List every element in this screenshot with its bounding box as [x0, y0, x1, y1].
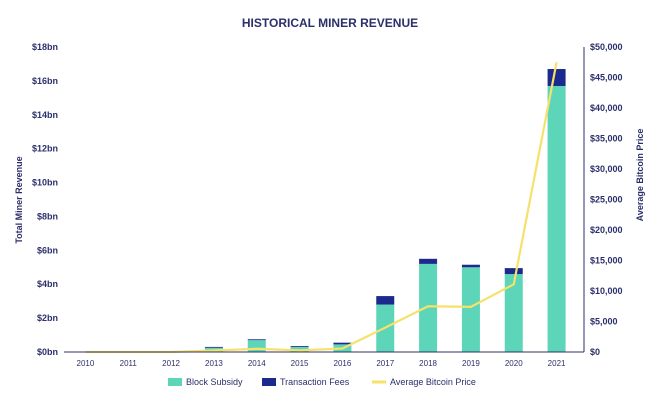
- y2-tick-label: $10,000: [590, 286, 623, 296]
- x-tick-label: 2013: [205, 359, 223, 368]
- bar-block-subsidy: [247, 340, 266, 352]
- x-tick-label: 2010: [77, 359, 95, 368]
- bar-transaction-fees: [419, 258, 438, 264]
- x-tick-label: 2020: [505, 359, 523, 368]
- bar-block-subsidy: [461, 267, 480, 352]
- y2-tick-label: $0: [590, 347, 600, 357]
- x-tick-label: 2021: [548, 359, 566, 368]
- chart-title: HISTORICAL MINER REVENUE: [242, 16, 418, 30]
- y-tick-label: $18bn: [32, 42, 58, 52]
- y2-tick-label: $40,000: [590, 103, 623, 113]
- bars-layer: [204, 69, 566, 352]
- y-tick-label: $4bn: [37, 279, 58, 289]
- bar-block-subsidy: [419, 263, 438, 352]
- y-tick-label: $6bn: [37, 245, 58, 255]
- y-tick-label: $2bn: [37, 313, 58, 323]
- y2-tick-label: $35,000: [590, 134, 623, 144]
- y-tick-label: $8bn: [37, 211, 58, 221]
- x-tick-label: 2018: [419, 359, 437, 368]
- bar-transaction-fees: [204, 346, 223, 348]
- x-tick-label: 2011: [120, 359, 138, 368]
- x-tick-label: 2016: [334, 359, 352, 368]
- y2-tick-label: $15,000: [590, 256, 623, 266]
- x-tick-label: 2019: [462, 359, 480, 368]
- legend-swatch: [168, 378, 182, 386]
- x-tick-label: 2014: [248, 359, 266, 368]
- bar-block-subsidy: [504, 274, 523, 352]
- y-axis-title: Total Miner Revenue: [14, 156, 24, 243]
- bar-transaction-fees: [376, 296, 395, 305]
- legend-label: Transaction Fees: [280, 377, 350, 387]
- y2-tick-label: $20,000: [590, 225, 623, 235]
- bar-transaction-fees: [504, 268, 523, 275]
- legend: Block Subsidy Transaction Fees Average Bit…: [168, 377, 476, 387]
- price-line: [85, 62, 558, 354]
- y2-tick-label: $5,000: [590, 317, 618, 327]
- y2-tick-label: $50,000: [590, 42, 623, 52]
- x-tick-label: 2012: [162, 359, 180, 368]
- y2-tick-label: $45,000: [590, 73, 623, 83]
- axes-layer: $0bn $2bn $4bn $6bn $8bn $10bn $12bn $14bn $16bn…: [32, 42, 623, 368]
- legend-swatch: [262, 378, 276, 386]
- y-tick-label: $0bn: [37, 347, 58, 357]
- x-tick-label: 2017: [376, 359, 394, 368]
- y-tick-label: $14bn: [32, 110, 58, 120]
- bar-transaction-fees: [247, 339, 266, 341]
- legend-label: Average Bitcoin Price: [390, 377, 476, 387]
- x-tick-label: 2015: [291, 359, 309, 368]
- bar-transaction-fees: [547, 69, 566, 86]
- y-tick-label: $10bn: [32, 178, 58, 188]
- y-tick-label: $16bn: [32, 76, 58, 86]
- y2-tick-label: $25,000: [590, 195, 623, 205]
- legend-label: Block Subsidy: [186, 377, 243, 387]
- bar-block-subsidy: [547, 85, 566, 352]
- bar-transaction-fees: [333, 342, 352, 345]
- bar-transaction-fees: [290, 346, 309, 347]
- y2-tick-label: $30,000: [590, 164, 623, 174]
- price-line-layer: [85, 62, 558, 354]
- y2-axis-title: Average Bitcoin Price: [635, 129, 645, 222]
- y-tick-label: $12bn: [32, 144, 58, 154]
- bar-transaction-fees: [461, 264, 480, 268]
